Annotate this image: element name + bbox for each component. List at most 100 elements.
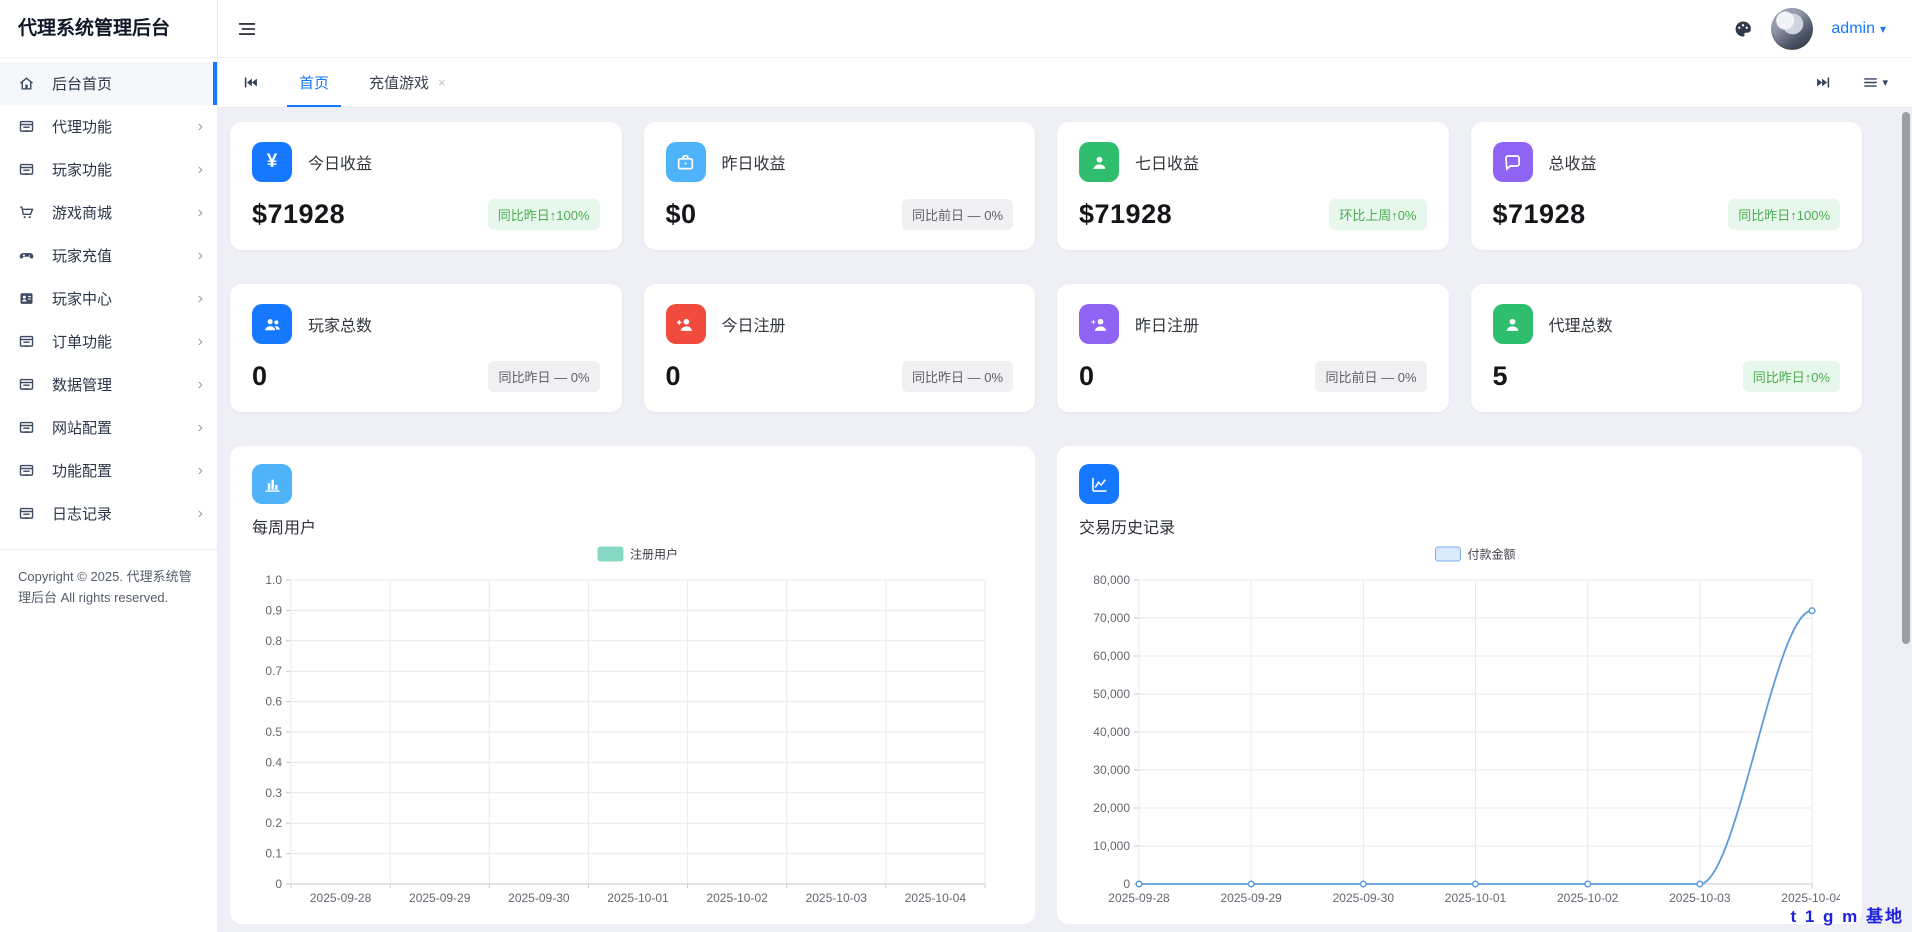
stat-card-footer: $71928 环比上周↑0%: [1079, 199, 1427, 230]
sidebar-item-10[interactable]: 日志记录 ›: [0, 492, 217, 535]
cart-icon: [18, 203, 38, 223]
stat-card-footer: $71928 同比昨日↑100%: [1493, 199, 1840, 230]
charts-section: 每周用户 注册用户 1.0 0.9 0.8 0.7 0.6 0.5 0.4 0.3 0.2 0.1 0 2…: [230, 446, 1862, 924]
stat-card: 总收益 $71928 同比昨日↑100%: [1470, 122, 1862, 250]
theme-palette-icon[interactable]: [1733, 19, 1753, 39]
bar-chart-icon: [252, 464, 292, 504]
line-chart-icon: [1079, 464, 1119, 504]
svg-text:2025-10-02: 2025-10-02: [1557, 891, 1619, 905]
copyright-text: Copyright © 2025. 代理系统管理后台 All rights re…: [18, 569, 192, 606]
stat-card-value: 0: [1079, 361, 1095, 391]
panel-icon: [18, 418, 38, 438]
chevron-right-icon: ›: [197, 504, 203, 522]
panel-icon: [18, 461, 38, 481]
svg-text:0.9: 0.9: [265, 603, 282, 617]
stat-card-value: 5: [1492, 361, 1509, 391]
tab-close-icon[interactable]: ×: [438, 75, 446, 90]
svg-text:付款金额: 付款金额: [1468, 547, 1516, 562]
svg-text:60,000: 60,000: [1093, 649, 1130, 663]
sidebar-item-0[interactable]: 后台首页: [0, 62, 217, 105]
sidebar-nav: 后台首页 代理功能 › 玩家功能 › 游戏商城 › 玩家充值 › 玩家中心 › 订单功能 › 数据管理 › 网…: [0, 58, 217, 535]
stat-card-value: 0: [665, 361, 682, 391]
tab-bar: 首页 充值游戏 × ▾: [218, 58, 1912, 108]
stat-card-title: 总收益: [1548, 156, 1597, 173]
svg-text:2025-10-01: 2025-10-01: [607, 891, 669, 905]
chart-title: 交易历史记录: [1079, 520, 1176, 537]
stat-card-badge: 同比昨日↑100%: [1728, 199, 1840, 230]
svg-text:2025-09-29: 2025-09-29: [1220, 891, 1282, 905]
user-avatar[interactable]: [1771, 7, 1814, 50]
chart-card-0: 每周用户 注册用户 1.0 0.9 0.8 0.7 0.6 0.5 0.4 0.3 0.2 0.1 0 2…: [230, 446, 1035, 924]
stat-card-title: 代理总数: [1548, 318, 1613, 335]
tab-label: 充值游戏: [369, 75, 430, 92]
chevron-right-icon: ›: [197, 461, 203, 479]
stat-card-footer: $71928 同比昨日↑100%: [252, 199, 600, 230]
stat-card-header: 今日注册: [665, 304, 1014, 344]
svg-text:2025-09-28: 2025-09-28: [310, 891, 372, 905]
sidebar-item-3[interactable]: 游戏商城 ›: [0, 191, 217, 234]
svg-text:2025-09-28: 2025-09-28: [1108, 891, 1170, 905]
user-menu[interactable]: admin ▾: [1831, 20, 1886, 38]
chevron-down-icon: ▾: [1879, 21, 1886, 36]
stat-card-value: $71928: [1079, 199, 1173, 229]
stat-card-footer: 0 同比昨日 — 0%: [252, 361, 600, 392]
chart-card-1: 交易历史记录 付款金额 80,000 70,000 60,000 50,000 40,000…: [1057, 446, 1862, 924]
tab-label: 首页: [299, 75, 330, 92]
stat-card: ¥ 今日收益 $71928 同比昨日↑100%: [230, 122, 622, 250]
content-area: ¥ 今日收益 $71928 同比昨日↑100% 昨日收益 $0 同比前日 — 0% 七日收益 $…: [218, 108, 1912, 932]
stat-card-header: ¥ 今日收益: [252, 142, 600, 182]
svg-text:0.5: 0.5: [265, 725, 282, 739]
chevron-right-icon: ›: [197, 375, 203, 393]
stat-card-title: 玩家总数: [308, 318, 373, 335]
svg-text:0.7: 0.7: [265, 664, 282, 678]
tab-options-menu-icon[interactable]: ▾: [1854, 74, 1896, 91]
sidebar-item-label: 代理功能: [52, 119, 113, 136]
sidebar-item-9[interactable]: 功能配置 ›: [0, 449, 217, 492]
svg-text:80,000: 80,000: [1093, 573, 1130, 587]
sidebar-item-6[interactable]: 订单功能 ›: [0, 320, 217, 363]
sidebar-item-8[interactable]: 网站配置 ›: [0, 406, 217, 449]
svg-text:10,000: 10,000: [1093, 839, 1130, 853]
stat-card-title: 今日收益: [308, 156, 373, 173]
stat-card: 昨日注册 0 同比前日 — 0%: [1057, 284, 1449, 412]
home-icon: [18, 74, 38, 94]
stat-card-header: 代理总数: [1492, 304, 1841, 344]
top-header: admin ▾: [218, 0, 1912, 58]
stat-card-title: 昨日注册: [1135, 318, 1200, 335]
sidebar-item-1[interactable]: 代理功能 ›: [0, 105, 217, 148]
svg-text:0.6: 0.6: [265, 695, 282, 709]
stat-row-0: ¥ 今日收益 $71928 同比昨日↑100% 昨日收益 $0 同比前日 — 0% 七日收益 $…: [230, 122, 1862, 250]
stat-card: 昨日收益 $0 同比前日 — 0%: [643, 122, 1035, 250]
sidebar-item-5[interactable]: 玩家中心 ›: [0, 277, 217, 320]
panel-icon: [18, 160, 38, 180]
stat-card-title: 今日注册: [721, 318, 786, 335]
tabs-scroll-right-icon[interactable]: [1807, 74, 1840, 91]
sidebar-item-label: 日志记录: [52, 506, 113, 523]
svg-text:2025-09-30: 2025-09-30: [1333, 891, 1395, 905]
tab-0[interactable]: 首页: [279, 58, 349, 107]
sidebar-item-label: 数据管理: [52, 377, 113, 394]
svg-text:1.0: 1.0: [265, 573, 282, 587]
tab-1[interactable]: 充值游戏 ×: [349, 58, 466, 107]
sidebar-item-7[interactable]: 数据管理 ›: [0, 363, 217, 406]
sidebar-toggle-icon[interactable]: [236, 18, 258, 40]
sidebar-item-label: 后台首页: [52, 76, 113, 93]
chevron-right-icon: ›: [197, 332, 203, 350]
chevron-down-icon: ▾: [1882, 77, 1888, 89]
stat-card-header: 玩家总数: [252, 304, 600, 344]
sidebar-divider: [0, 549, 217, 550]
sidebar-item-label: 玩家中心: [52, 291, 113, 308]
tabs-scroll-left-icon[interactable]: [234, 58, 267, 107]
stat-card: 玩家总数 0 同比昨日 — 0%: [230, 284, 622, 412]
svg-text:40,000: 40,000: [1093, 725, 1130, 739]
panel-icon: [18, 504, 38, 524]
chevron-right-icon: ›: [197, 418, 203, 436]
sidebar: 代理系统管理后台 后台首页 代理功能 › 玩家功能 › 游戏商城 › 玩家充值 › 玩家中心 › 订单…: [0, 0, 218, 932]
scrollbar-thumb[interactable]: [1902, 112, 1910, 644]
stat-card-value: $0: [665, 199, 697, 229]
svg-text:2025-10-04: 2025-10-04: [1781, 891, 1840, 905]
sidebar-item-4[interactable]: 玩家充值 ›: [0, 234, 217, 277]
sidebar-item-2[interactable]: 玩家功能 ›: [0, 148, 217, 191]
svg-text:20,000: 20,000: [1093, 801, 1130, 815]
sidebar-item-label: 订单功能: [52, 334, 113, 351]
